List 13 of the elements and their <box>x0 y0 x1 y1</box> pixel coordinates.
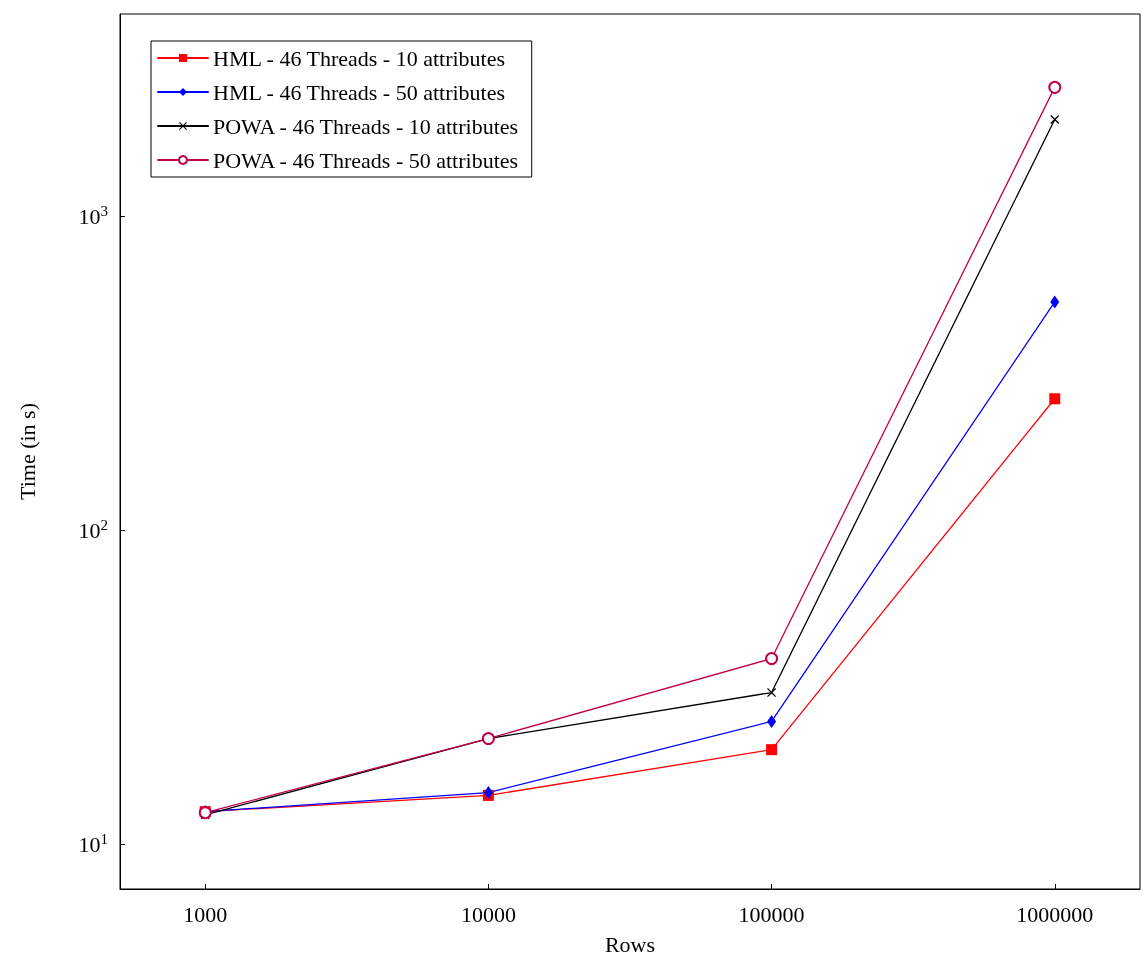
y-tick-label: 10$^{3}$ <box>78 202 108 230</box>
x-axis-title: Rows <box>604 931 656 957</box>
y-tick-label: 10$^{1}$ <box>78 831 108 858</box>
legend-label: POWA - 46 Threads - 10 attributes <box>213 113 519 139</box>
x-tick-label: 100000 <box>738 901 805 927</box>
y-axis-title: Time (in s) <box>14 403 40 500</box>
legend-label: HML - 46 Threads - 10 attributes <box>213 45 506 71</box>
legend-label: HML - 46 Threads - 50 attributes <box>213 79 506 105</box>
x-tick-label: 1000000 <box>1016 901 1094 927</box>
y-tick-label: 10$^{2}$ <box>78 516 108 544</box>
x-tick-label: 1000 <box>183 901 228 927</box>
legend-label: POWA - 46 Threads - 50 attributes <box>213 147 519 173</box>
x-tick-label: 10000 <box>460 901 516 927</box>
